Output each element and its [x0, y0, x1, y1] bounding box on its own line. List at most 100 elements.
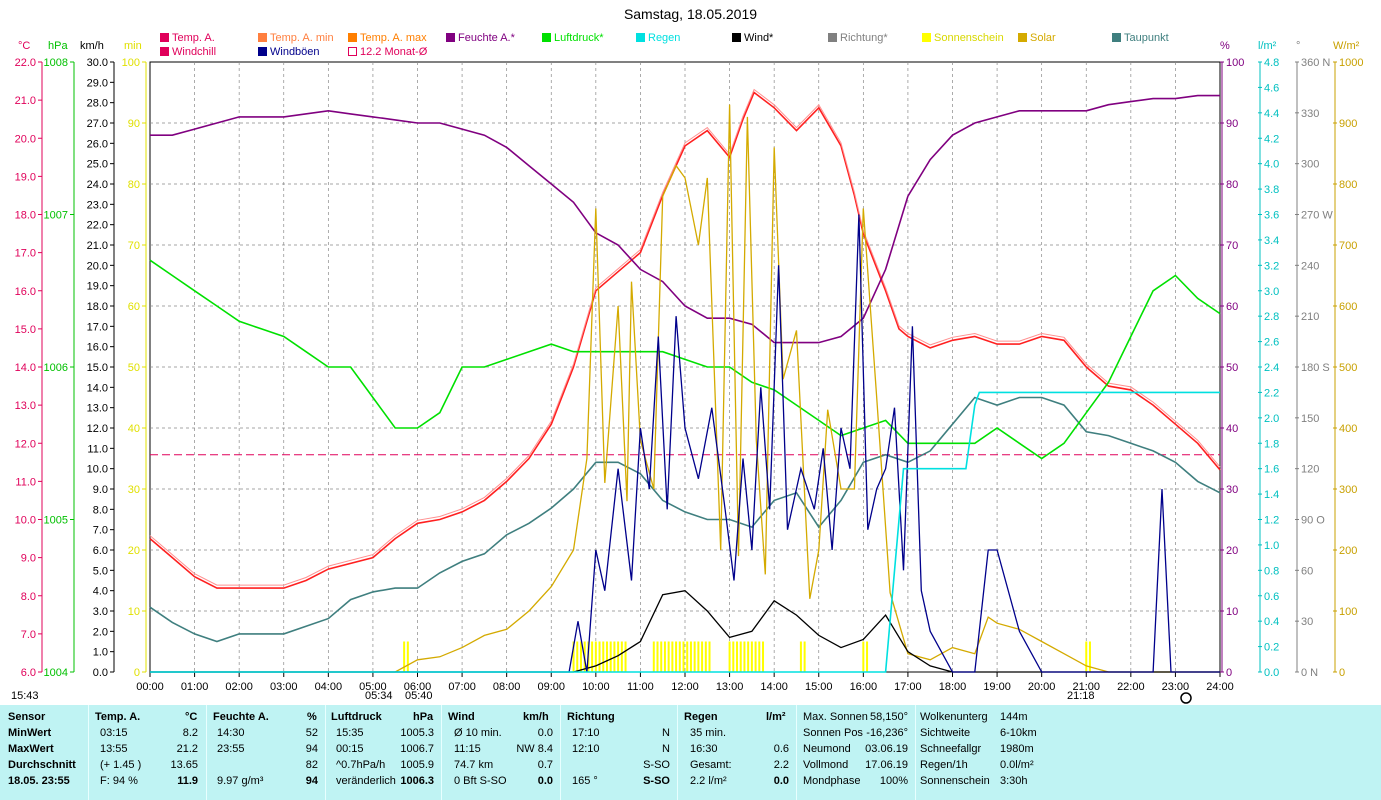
x-tick-label: 04:00 — [315, 681, 343, 693]
sun-tick-label: 30 — [128, 484, 140, 496]
rain-tick-label: 4.2 — [1264, 133, 1279, 145]
wind-tick-label: 0.0 — [93, 667, 108, 679]
legend-swatch — [828, 33, 837, 42]
rain-tick-label: 1.6 — [1264, 464, 1279, 476]
legend-label: Wind* — [744, 32, 774, 44]
x-tick-label: 14:00 — [760, 681, 788, 693]
legend-swatch — [1018, 33, 1027, 42]
rain-tick-label: 1.4 — [1264, 489, 1279, 501]
dir-tick-label: 120 — [1301, 464, 1319, 476]
temp-tick-label: 6.0 — [21, 667, 36, 679]
x-tick-label: 07:00 — [448, 681, 476, 693]
rain-axis-title: l/m² — [1258, 40, 1277, 52]
moon-icon — [1180, 692, 1192, 704]
temp-tick-label: 21.0 — [15, 95, 36, 107]
weather-key: Regen/1h — [920, 759, 968, 771]
sun-tick-label: 90 — [128, 118, 140, 130]
astro-key: Max. Sonnen — [803, 711, 868, 723]
dir-axis-title: ° — [1296, 40, 1301, 52]
wind-axis-title: km/h — [80, 40, 104, 52]
stats-cell-hum_t: 14:30 — [217, 727, 245, 739]
hdr-wind: Wind — [448, 711, 475, 723]
dir-tick-label: 180 S — [1301, 362, 1330, 374]
current-time-left: 15:43 — [11, 690, 39, 702]
wind-tick-label: 14.0 — [87, 382, 108, 394]
astro-value: 03.06.19 — [865, 743, 908, 755]
stats-cell-press_t: 15:35 — [336, 727, 364, 739]
wind-tick-label: 25.0 — [87, 159, 108, 171]
series-regen — [150, 391, 1220, 673]
sun-axis-title: min — [124, 40, 142, 52]
hdr-press: Luftdruck — [331, 711, 382, 723]
stats-cell-press_t: veränderlich — [336, 775, 396, 787]
dir-tick-label: 210 — [1301, 311, 1319, 323]
humidity-tick-label: 40 — [1226, 423, 1238, 435]
stats-cell-press_v: 1005.3 — [400, 727, 434, 739]
hdr-sensor: Sensor — [8, 711, 46, 723]
stats-cell-label: MaxWert — [8, 743, 54, 755]
legend-swatch — [258, 47, 267, 56]
legend-swatch — [348, 33, 357, 42]
rain-tick-label: 0.0 — [1264, 667, 1279, 679]
dir-tick-label: 0 N — [1301, 667, 1318, 679]
stats-cell-rain_t: 35 min. — [690, 727, 727, 739]
pressure-tick-label: 1006 — [44, 362, 68, 374]
legend-label: Temp. A. min — [270, 32, 334, 44]
solar-tick-label: 800 — [1339, 179, 1357, 191]
stats-cell-rain_t: Gesamt: — [690, 759, 732, 771]
wind-tick-label: 19.0 — [87, 281, 108, 293]
hdr-dir: Richtung — [567, 711, 615, 723]
wind-tick-label: 15.0 — [87, 362, 108, 374]
stats-cell-press_t: 00:15 — [336, 743, 364, 755]
solar-tick-label: 700 — [1339, 240, 1357, 252]
stats-cell-rain_v: 2.2 — [773, 759, 789, 771]
hdr-rain: Regen — [684, 711, 718, 723]
legend-label: Windchill — [172, 46, 217, 58]
x-tick-label: 22:00 — [1117, 681, 1145, 693]
humidity-tick-label: 50 — [1226, 362, 1238, 374]
temp-axis-title: °C — [18, 40, 31, 52]
dir-tick-label: 90 O — [1301, 515, 1325, 527]
solar-tick-label: 500 — [1339, 362, 1357, 374]
legend-label: Temp. A. — [172, 32, 215, 44]
temp-tick-label: 11.0 — [15, 476, 36, 488]
stats-cell-hum_v: 52 — [305, 727, 318, 739]
sun-tick-label: 40 — [128, 423, 140, 435]
hdr-temp: Temp. A. — [95, 711, 141, 723]
stats-cell-dir_v: N — [662, 727, 670, 739]
x-tick-label: 23:00 — [1162, 681, 1190, 693]
x-tick-label: 11:00 — [627, 681, 654, 693]
stats-cell-rain_t: 2.2 l/m² — [690, 775, 727, 787]
hdr-hum-unit: % — [307, 711, 317, 723]
astro-key: Vollmond — [803, 759, 849, 771]
stats-cell-dir_v: S-SO — [643, 775, 670, 787]
wind-tick-label: 4.0 — [93, 586, 108, 598]
dir-tick-label: 150 — [1301, 413, 1319, 425]
weather-value: 6-10km — [1000, 727, 1037, 739]
solar-tick-label: 100 — [1339, 606, 1357, 618]
wind-tick-label: 12.0 — [87, 423, 108, 435]
legend-item: Temp. A. max — [348, 32, 427, 44]
pressure-tick-label: 1007 — [44, 210, 68, 222]
wind-tick-label: 5.0 — [93, 565, 108, 577]
astro-value: -16,236° — [866, 727, 908, 739]
legend-item: Feuchte A.* — [446, 32, 515, 44]
rain-tick-label: 2.8 — [1264, 311, 1279, 323]
solar-tick-label: 1000 — [1339, 57, 1363, 69]
temp-tick-label: 12.0 — [15, 438, 36, 450]
series-taupunkt — [149, 396, 1221, 643]
legend-label: Richtung* — [840, 32, 888, 44]
stats-cell-hum_t: 9.97 g/m³ — [217, 775, 264, 787]
legend-label: Taupunkt — [1124, 32, 1169, 44]
humidity-tick-label: 100 — [1226, 57, 1244, 69]
temp-tick-label: 22.0 — [15, 57, 36, 69]
legend-label: Temp. A. max — [360, 32, 427, 44]
stats-cell-temp_t: 13:55 — [100, 743, 128, 755]
humidity-tick-label: 80 — [1226, 179, 1238, 191]
wind-tick-label: 29.0 — [87, 77, 108, 89]
rain-tick-label: 2.2 — [1264, 387, 1279, 399]
stats-cell-rain_v: 0.6 — [773, 743, 789, 755]
legend-label: Luftdruck* — [554, 32, 604, 44]
sunset-time: 21:18 — [1067, 690, 1095, 702]
stats-cell-hum_v: 94 — [305, 775, 318, 787]
